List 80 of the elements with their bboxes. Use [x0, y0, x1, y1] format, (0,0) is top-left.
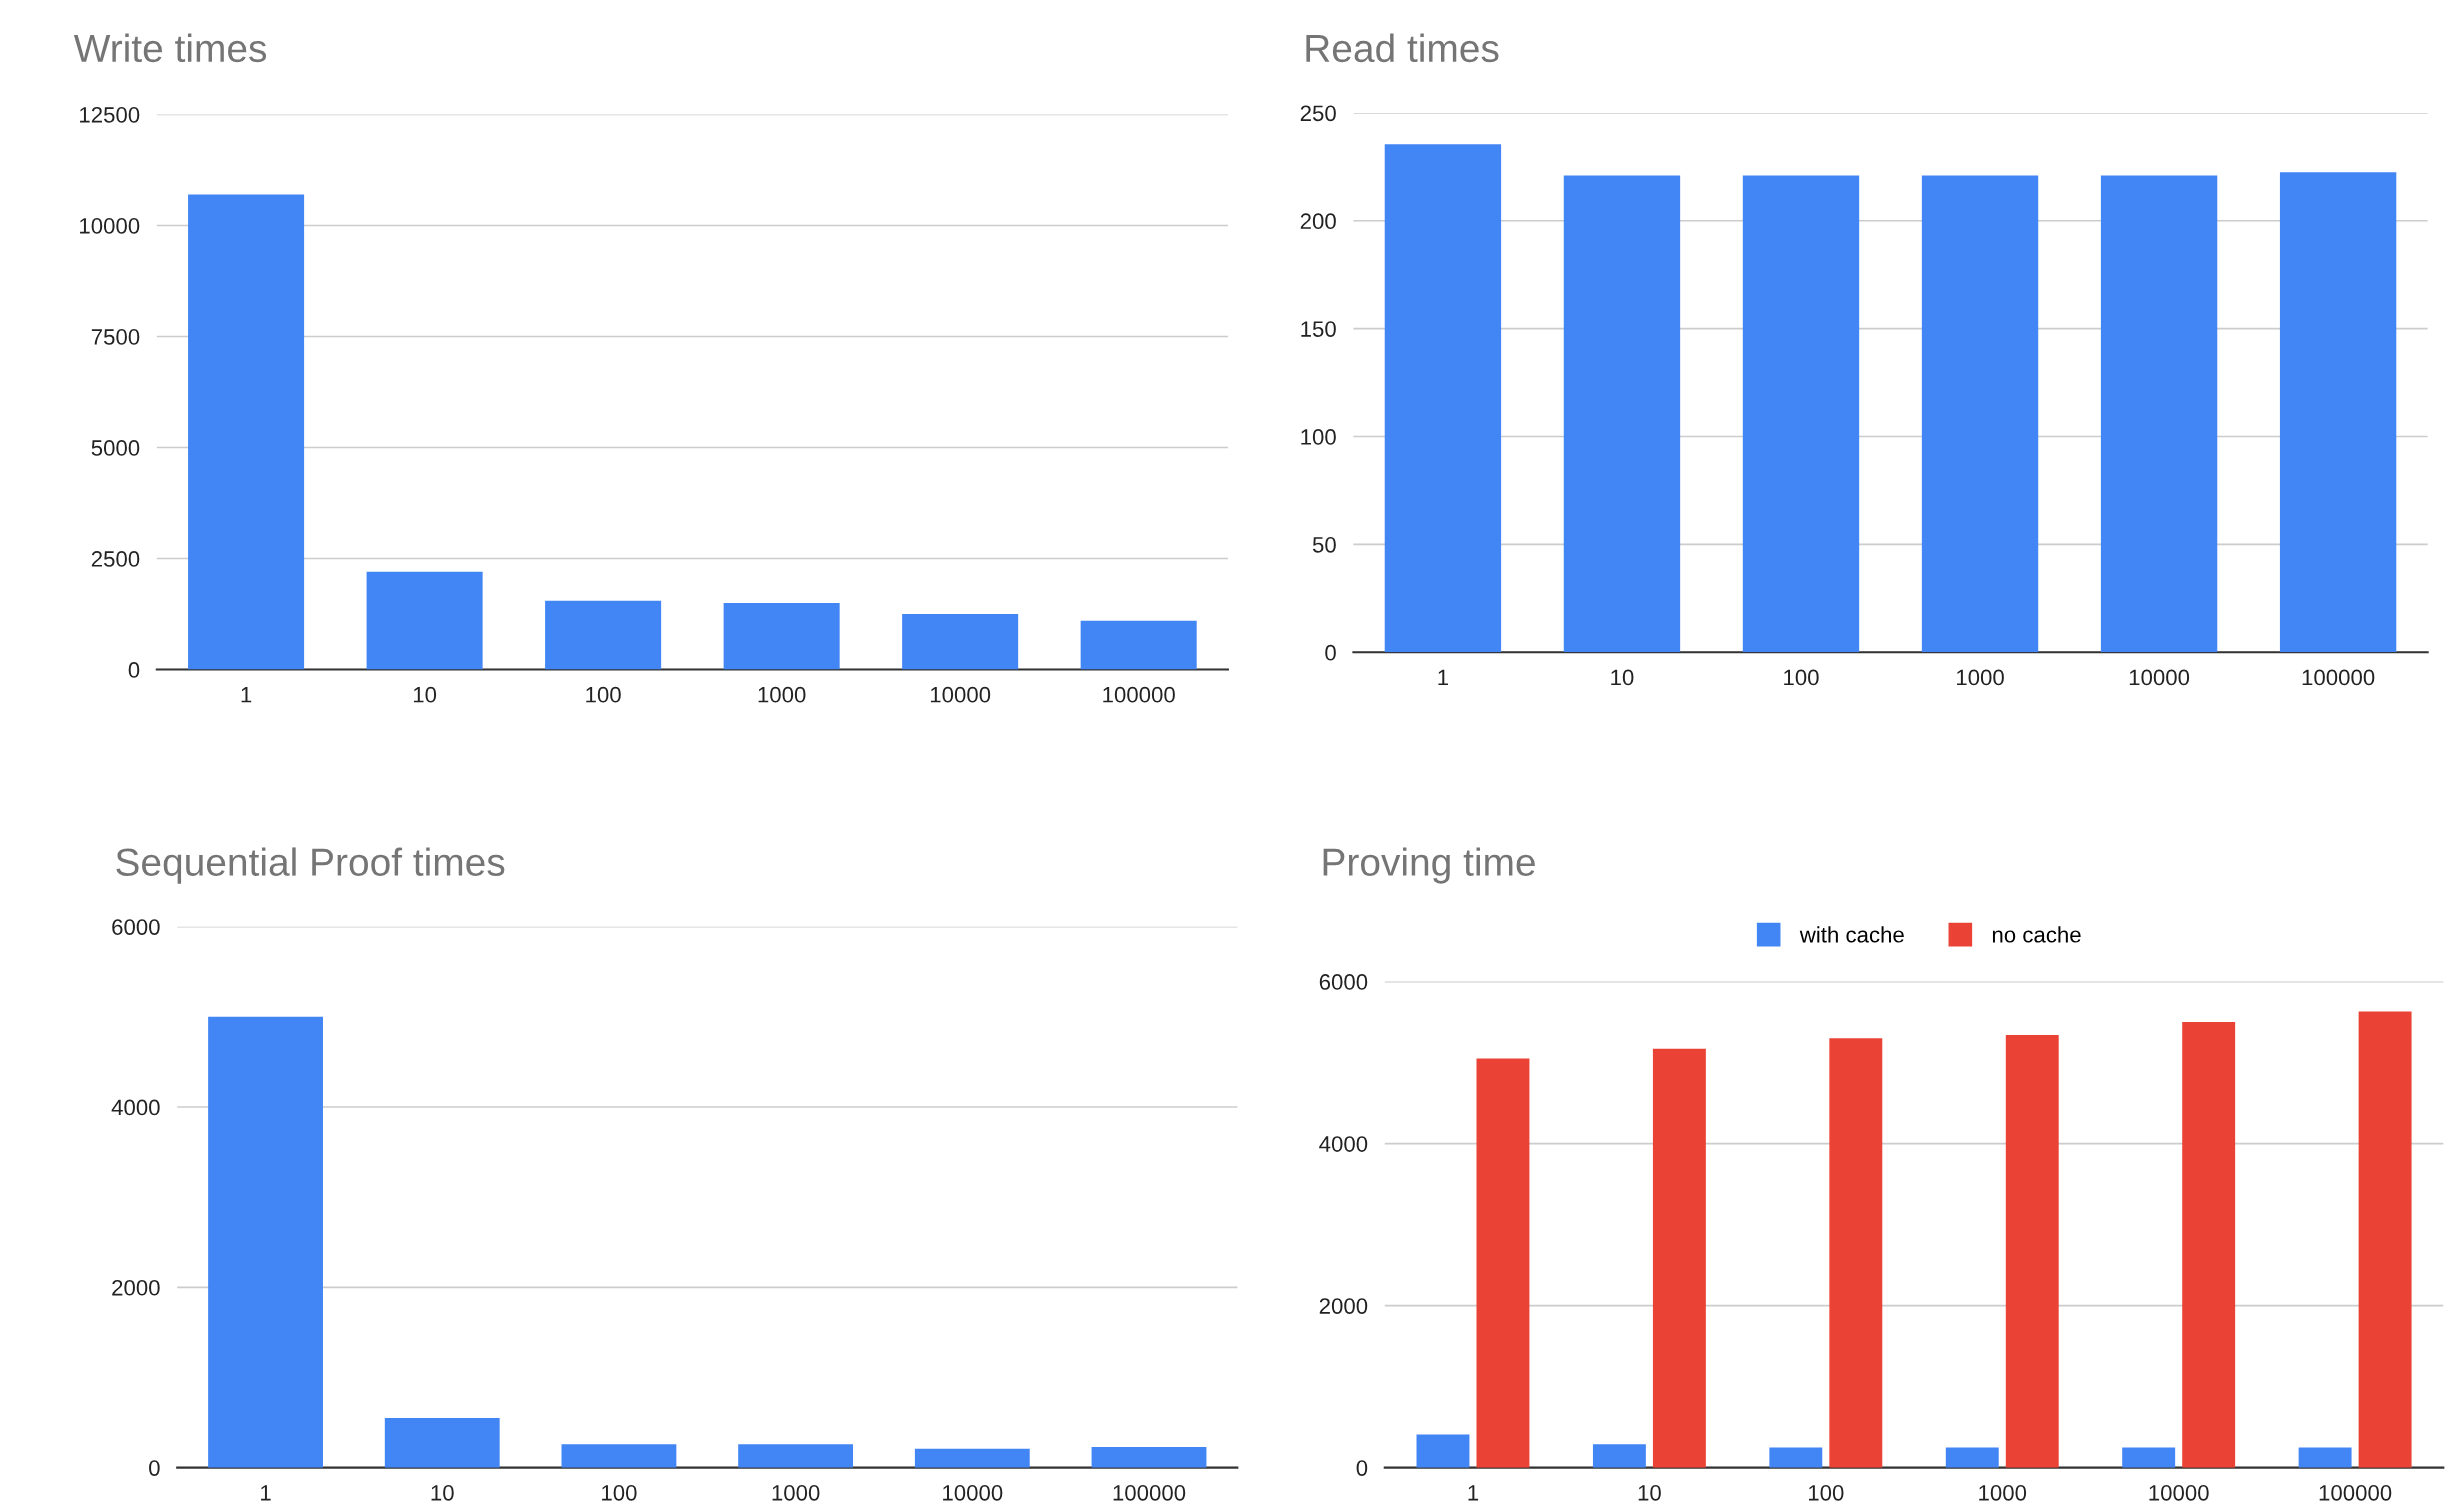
- y-tick-label: 0: [128, 662, 140, 678]
- bar: [1945, 1447, 1999, 1468]
- bar: [1652, 1048, 1706, 1468]
- y-tick-label: 0: [1325, 644, 1336, 661]
- x-tick-label: 1000: [1957, 669, 2004, 686]
- legend-label: no cache: [1992, 926, 2081, 943]
- bar: [2279, 172, 2397, 653]
- x-tick-label: 100: [586, 686, 621, 703]
- x-tick-label: 10: [413, 686, 437, 703]
- bar: [723, 602, 840, 670]
- x-tick-label: 100000: [2302, 669, 2375, 686]
- bar: [1592, 1444, 1646, 1468]
- x-tick-label: 100: [602, 1484, 637, 1501]
- bar: [2298, 1447, 2352, 1468]
- x-tick-label: 100000: [1103, 686, 1175, 703]
- y-tick-label: 2500: [91, 551, 140, 567]
- chart-title: Proving time: [1323, 847, 1535, 884]
- y-tick-label: 0: [149, 1460, 160, 1476]
- y-tick-label: 200: [1300, 213, 1336, 230]
- y-tick-label: 7500: [91, 329, 140, 345]
- y-tick-label: 10000: [80, 218, 140, 234]
- x-tick-label: 1: [1468, 1485, 1479, 1501]
- y-tick-label: 6000: [1319, 974, 1368, 990]
- y-tick-label: 5000: [91, 440, 140, 456]
- bar: [545, 600, 662, 670]
- y-tick-label: 4000: [1319, 1136, 1368, 1152]
- bar: [902, 614, 1019, 670]
- bar: [914, 1448, 1030, 1468]
- bar: [2005, 1035, 2059, 1468]
- y-tick-label: 0: [1356, 1460, 1368, 1476]
- bar: [1384, 144, 1502, 653]
- bar: [1476, 1058, 1530, 1468]
- y-tick-label: 6000: [112, 919, 160, 935]
- x-tick-label: 10000: [943, 1484, 1003, 1501]
- bar: [1091, 1446, 1207, 1468]
- bar: [366, 571, 483, 670]
- y-tick-label: 150: [1301, 321, 1336, 337]
- x-tick-label: 1000: [772, 1484, 820, 1501]
- x-tick-label: 1000: [1979, 1484, 2027, 1501]
- bar: [1416, 1434, 1470, 1468]
- bar: [2182, 1022, 2236, 1468]
- x-tick-label: 10: [1611, 669, 1634, 686]
- bar: [1769, 1447, 1823, 1468]
- y-tick-label: 2000: [112, 1279, 160, 1296]
- chart-title: Sequential Proof times: [116, 847, 505, 884]
- x-tick-label: 1: [241, 687, 252, 703]
- bar: [384, 1418, 500, 1468]
- y-tick-label: 2000: [1319, 1298, 1368, 1314]
- y-tick-label: 50: [1312, 536, 1336, 553]
- x-tick-label: 10: [431, 1484, 454, 1501]
- y-tick-label: 100: [1301, 429, 1336, 445]
- x-tick-label: 10000: [2149, 1484, 2209, 1501]
- bar: [1080, 620, 1197, 670]
- bar: [1921, 175, 2039, 653]
- bar: [2122, 1447, 2176, 1468]
- bar: [1829, 1038, 1883, 1468]
- x-tick-label: 1: [1438, 669, 1449, 686]
- chart-title: Write times: [73, 33, 267, 63]
- bar: [208, 1016, 323, 1468]
- x-tick-label: 100: [1808, 1484, 1844, 1501]
- x-tick-label: 100: [1784, 669, 1819, 686]
- bar: [561, 1444, 677, 1468]
- x-tick-label: 1000: [758, 686, 806, 703]
- x-tick-label: 10: [1638, 1484, 1661, 1501]
- x-tick-label: 100000: [2319, 1484, 2392, 1501]
- bar: [188, 194, 305, 670]
- y-tick-label: 12500: [80, 107, 140, 123]
- bar: [2358, 1011, 2412, 1468]
- bar: [2100, 175, 2218, 653]
- bar: [738, 1444, 854, 1468]
- chart-title: Read times: [1306, 33, 1499, 63]
- bar: [1563, 175, 1681, 653]
- legend-label: with cache: [1799, 926, 1904, 943]
- bar: [1742, 175, 1860, 653]
- x-tick-label: 10000: [930, 686, 991, 703]
- x-tick-label: 100000: [1113, 1484, 1186, 1501]
- x-tick-label: 10000: [2129, 669, 2190, 686]
- y-tick-label: 250: [1300, 105, 1336, 122]
- y-tick-label: 4000: [111, 1099, 160, 1116]
- x-tick-label: 1: [261, 1485, 271, 1501]
